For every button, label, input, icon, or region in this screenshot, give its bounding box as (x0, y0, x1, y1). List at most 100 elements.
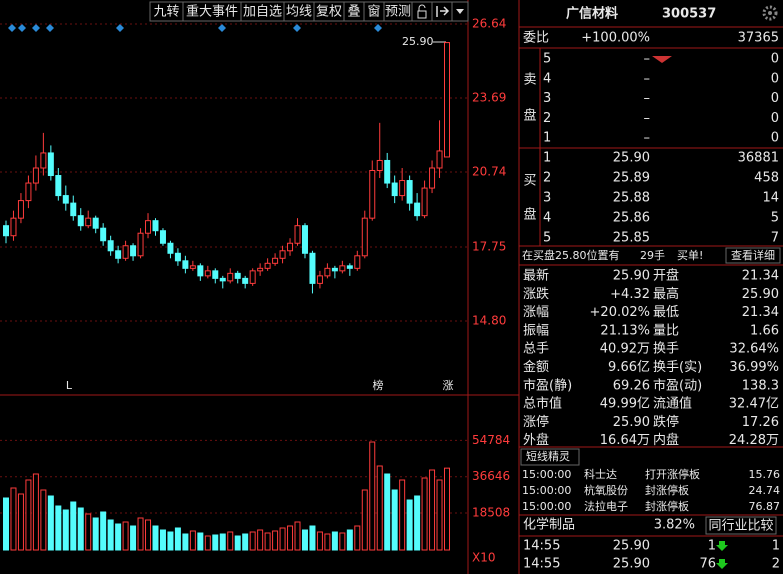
toolbar-label[interactable]: 预测 (385, 5, 411, 20)
link-box[interactable] (725, 247, 781, 264)
bid-price: 25.89 (613, 171, 650, 186)
volume-bar (272, 530, 279, 551)
toolbar-button[interactable] (383, 1, 413, 22)
ask-volume: 0 (771, 111, 779, 126)
trade-time: 14:55 (523, 557, 560, 572)
ask-price: – (644, 131, 651, 146)
stat-label: 最高 (653, 286, 679, 302)
volume-bar (406, 499, 413, 551)
stat-label: 开盘 (653, 268, 679, 284)
toolbar-label[interactable]: 复权 (316, 4, 342, 20)
candle-body (55, 175, 62, 197)
stat-label: 市盈(动) (653, 377, 702, 393)
toolbar-label[interactable]: 加自选 (243, 5, 282, 20)
candle-body (324, 267, 331, 277)
candle-body (159, 230, 166, 244)
candle-body (414, 202, 421, 217)
price-label: 25.90 (402, 35, 434, 48)
notice-link[interactable]: 查看详细 (731, 248, 775, 262)
volume-bar (324, 533, 331, 551)
stat-label: 振幅 (523, 323, 549, 338)
sprite-time: 15:00:00 (522, 500, 571, 513)
candle-body (219, 277, 226, 282)
industry-compare[interactable]: 同行业比较 (708, 519, 773, 534)
stat-label: 跌停 (653, 414, 679, 430)
event-marker: 榜 (373, 378, 384, 392)
stat-value: 21.34 (742, 269, 779, 284)
volume-bar (339, 532, 346, 551)
volume-bar (444, 467, 450, 551)
sprite-title: 短线精灵 (526, 449, 570, 463)
volume-bar (369, 441, 376, 551)
stat-value: 25.90 (613, 415, 650, 430)
candle-body (115, 250, 122, 259)
trade-volume: 1 (708, 539, 716, 554)
candle-body (145, 220, 152, 234)
toolbar-label[interactable]: 窗 (367, 4, 380, 20)
candle-body (384, 159, 391, 184)
settings-icon[interactable] (762, 5, 778, 21)
stat-value: 138.3 (742, 378, 779, 393)
candle-body (249, 270, 256, 284)
stat-label: 外盘 (523, 432, 549, 448)
volume-bar (331, 531, 338, 551)
y-tick-label: 18508 (472, 505, 510, 519)
bid-price: 25.90 (613, 151, 650, 166)
sprite-event: 封涨停板 (645, 499, 689, 513)
volume-bar (219, 533, 226, 551)
bid-level: 1 (543, 151, 551, 166)
toolbar-label[interactable]: 均线 (286, 5, 312, 20)
compare-box[interactable] (705, 516, 777, 535)
volume-unit: X10 (472, 551, 496, 565)
candle-body (399, 180, 406, 197)
ask-price: – (644, 111, 651, 126)
volume-bar (107, 519, 114, 551)
candle-body (204, 270, 211, 277)
bid-price: 25.85 (613, 231, 650, 246)
stat-label: 内盘 (653, 432, 679, 448)
stat-label: 总手 (523, 342, 549, 357)
volume-bar (137, 517, 144, 551)
candle-body (294, 225, 301, 244)
ratio-label: 委比 (523, 31, 549, 46)
trade-volume: 76 (699, 557, 716, 572)
candle-body (189, 265, 196, 269)
tab-box (520, 448, 580, 466)
volume-bar (436, 479, 443, 551)
toolbar-label[interactable]: 重大事件 (186, 4, 238, 20)
collapse-arrow[interactable] (652, 56, 672, 63)
candle-body (444, 42, 450, 158)
candle-body (47, 152, 54, 177)
candle-body (3, 225, 9, 237)
candle-body (376, 159, 383, 172)
stat-value: 36.99% (729, 360, 779, 375)
y-tick-label: 23.69 (472, 91, 506, 105)
volume-bar (354, 525, 361, 551)
candle-body (182, 260, 189, 269)
stat-label: 市盈(静) (523, 377, 572, 393)
stat-label: 最低 (653, 305, 679, 320)
candle-body (354, 255, 361, 269)
trade-count: 2 (772, 557, 780, 572)
candle-body (25, 182, 32, 202)
bid-volume: 36881 (738, 151, 779, 166)
toolbar-icons[interactable] (411, 1, 469, 22)
toolbar-label[interactable]: 九转 (153, 5, 179, 20)
candle-body (107, 240, 114, 252)
stat-label: 总市值 (523, 396, 562, 412)
notice-suffix: 买单! (677, 249, 703, 262)
volume-bar (279, 527, 286, 551)
sprite-event: 封涨停板 (645, 483, 689, 497)
trade-time: 14:55 (523, 539, 560, 554)
candle-body (62, 195, 69, 204)
candle-body (40, 152, 47, 169)
y-tick-label: 20.74 (472, 165, 506, 179)
candle-body (10, 217, 17, 237)
bid-volume: 7 (771, 231, 779, 246)
sprite-time: 15:00:00 (522, 468, 571, 481)
ask-level: 3 (543, 91, 551, 106)
toolbar-label[interactable]: 叠 (347, 5, 360, 20)
candle-body (122, 245, 129, 259)
y-tick-label: 14.80 (472, 314, 506, 328)
candle-body (331, 267, 338, 272)
